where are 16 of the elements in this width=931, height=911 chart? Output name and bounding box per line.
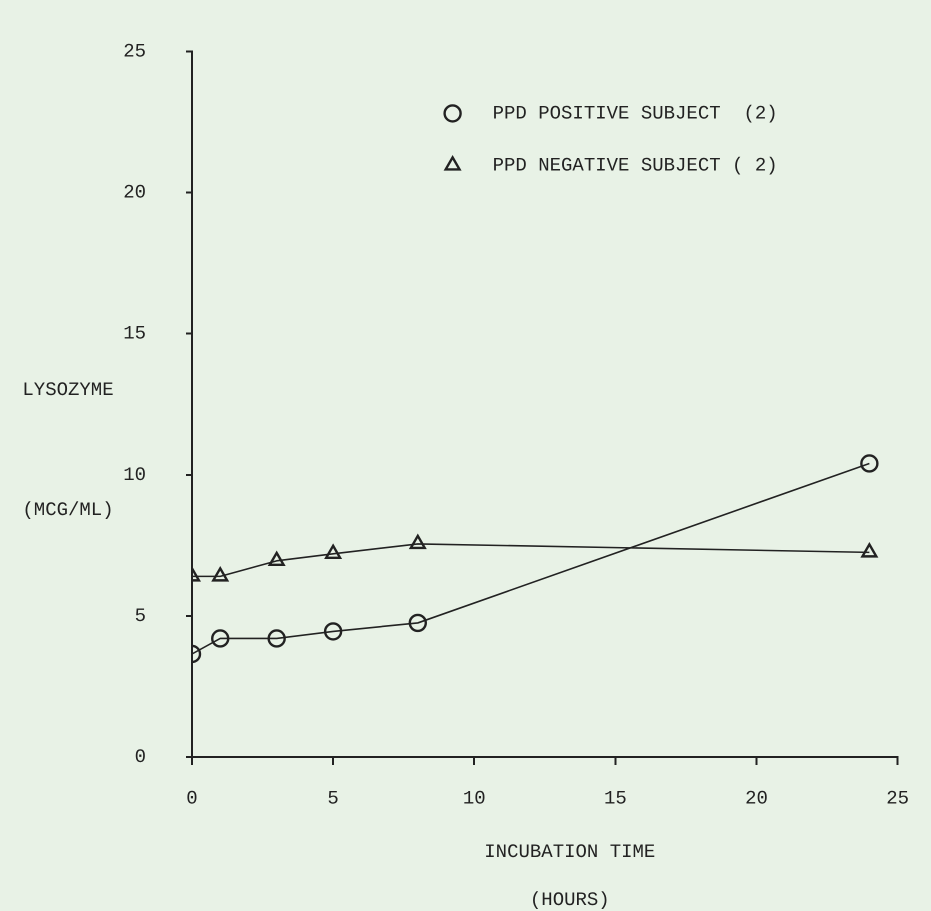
x-tick-label: 5 — [327, 787, 339, 810]
text: INCUBATION TIME (HOURS) — [484, 841, 656, 911]
x-tick-label: 0 — [186, 787, 198, 810]
y-tick-label: 15 — [123, 322, 146, 345]
y-tick-label: 25 — [123, 40, 146, 62]
legend-label: PPD NEGATIVE SUBJECT ( 2) — [492, 154, 778, 176]
x-tick-label: 15 — [604, 787, 627, 810]
y-tick-label: 0 — [134, 746, 146, 768]
y-tick-label: 5 — [134, 604, 146, 627]
y-tick-label: 10 — [123, 464, 146, 486]
y-tick-label: 20 — [123, 182, 146, 204]
text: LYSOZYME (MCG/ML) — [22, 379, 114, 522]
x-tick-label: 25 — [886, 787, 910, 810]
x-tick-label: 10 — [462, 787, 486, 810]
legend-label: PPD POSITIVE SUBJECT (2) — [492, 102, 778, 124]
x-tick-label: 20 — [745, 787, 768, 810]
